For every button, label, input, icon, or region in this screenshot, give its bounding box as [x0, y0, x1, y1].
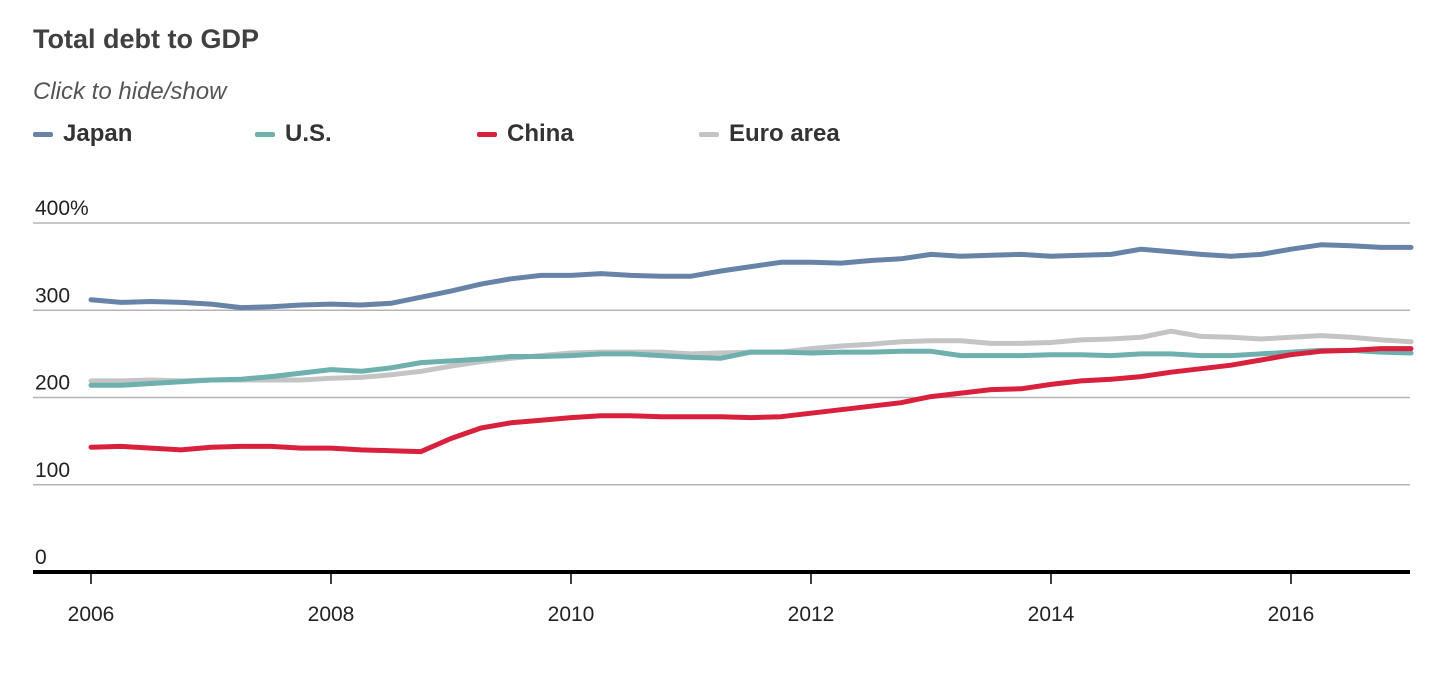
y-tick-label-0: 0 — [35, 546, 47, 569]
legend-swatch-japan — [33, 131, 53, 137]
legend-label-euro-area: Euro area — [729, 120, 840, 147]
y-tick-label-400: 400% — [35, 197, 89, 220]
series-line-u-s — [88, 347, 1414, 388]
legend-item-china[interactable]: China — [477, 120, 574, 148]
legend-label-us: U.S. — [285, 120, 332, 147]
legend-swatch-china — [477, 131, 497, 137]
x-tick-label-2008: 2008 — [308, 603, 355, 626]
y-tick-label-300: 300 — [35, 284, 70, 307]
x-tick-label-2006: 2006 — [68, 603, 115, 626]
series-line-japan — [88, 242, 1414, 311]
legend-label-china: China — [507, 120, 574, 147]
legend-item-us[interactable]: U.S. — [255, 120, 332, 148]
y-tick-label-200: 200 — [35, 372, 70, 395]
x-tick-label-2010: 2010 — [548, 603, 595, 626]
legend-swatch-euro-area — [699, 131, 719, 137]
y-tick-label-100: 100 — [35, 459, 70, 482]
x-tick-label-2014: 2014 — [1028, 603, 1075, 626]
chart-title: Total debt to GDP — [33, 24, 259, 54]
legend-swatch-us — [255, 131, 275, 137]
chart-subtitle: Click to hide/show — [33, 78, 227, 105]
legend-label-japan: Japan — [63, 120, 133, 147]
legend: Japan U.S. China Euro area — [33, 120, 1033, 154]
legend-item-euro-area[interactable]: Euro area — [699, 120, 840, 148]
x-tick-label-2012: 2012 — [788, 603, 835, 626]
x-tick-label-2016: 2016 — [1268, 603, 1315, 626]
legend-item-japan[interactable]: Japan — [33, 120, 132, 148]
series-line-china — [88, 346, 1414, 455]
